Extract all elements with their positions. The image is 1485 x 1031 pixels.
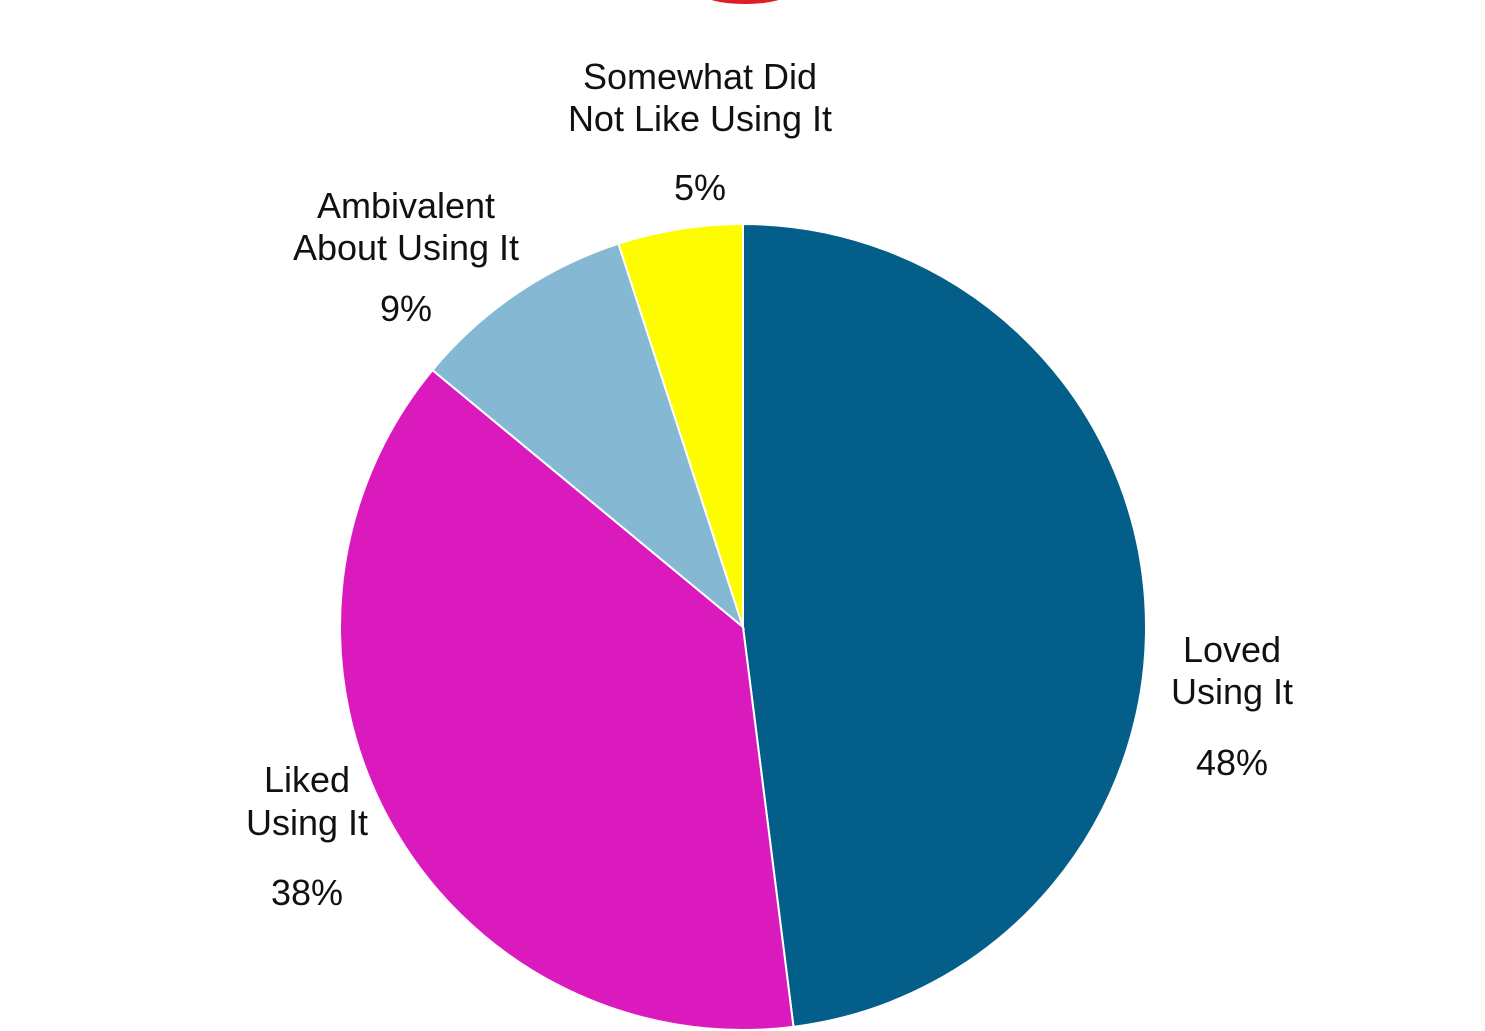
slice-value-label: 5% xyxy=(674,167,726,208)
slice-value-label: 38% xyxy=(271,872,343,913)
slice-value-label: 9% xyxy=(380,288,432,329)
pie-slices xyxy=(339,222,1147,1031)
slice-label: Ambivalent xyxy=(317,185,495,226)
slice-label: Loved xyxy=(1183,629,1281,670)
slice-label: Somewhat Did xyxy=(583,56,817,97)
pie-slice xyxy=(617,222,744,628)
slice-value-label: 48% xyxy=(1196,742,1268,783)
top-edge-decoration xyxy=(711,0,779,4)
pie-slice xyxy=(431,242,746,630)
slice-label: Using It xyxy=(1171,671,1293,712)
slice-label: Not Like Using It xyxy=(568,98,832,139)
slice-label: About Using It xyxy=(293,227,519,268)
slice-label: Liked xyxy=(264,759,350,800)
slice-label: Using It xyxy=(246,802,368,843)
pie-slice xyxy=(339,368,795,1031)
pie-slice xyxy=(742,222,1147,1028)
